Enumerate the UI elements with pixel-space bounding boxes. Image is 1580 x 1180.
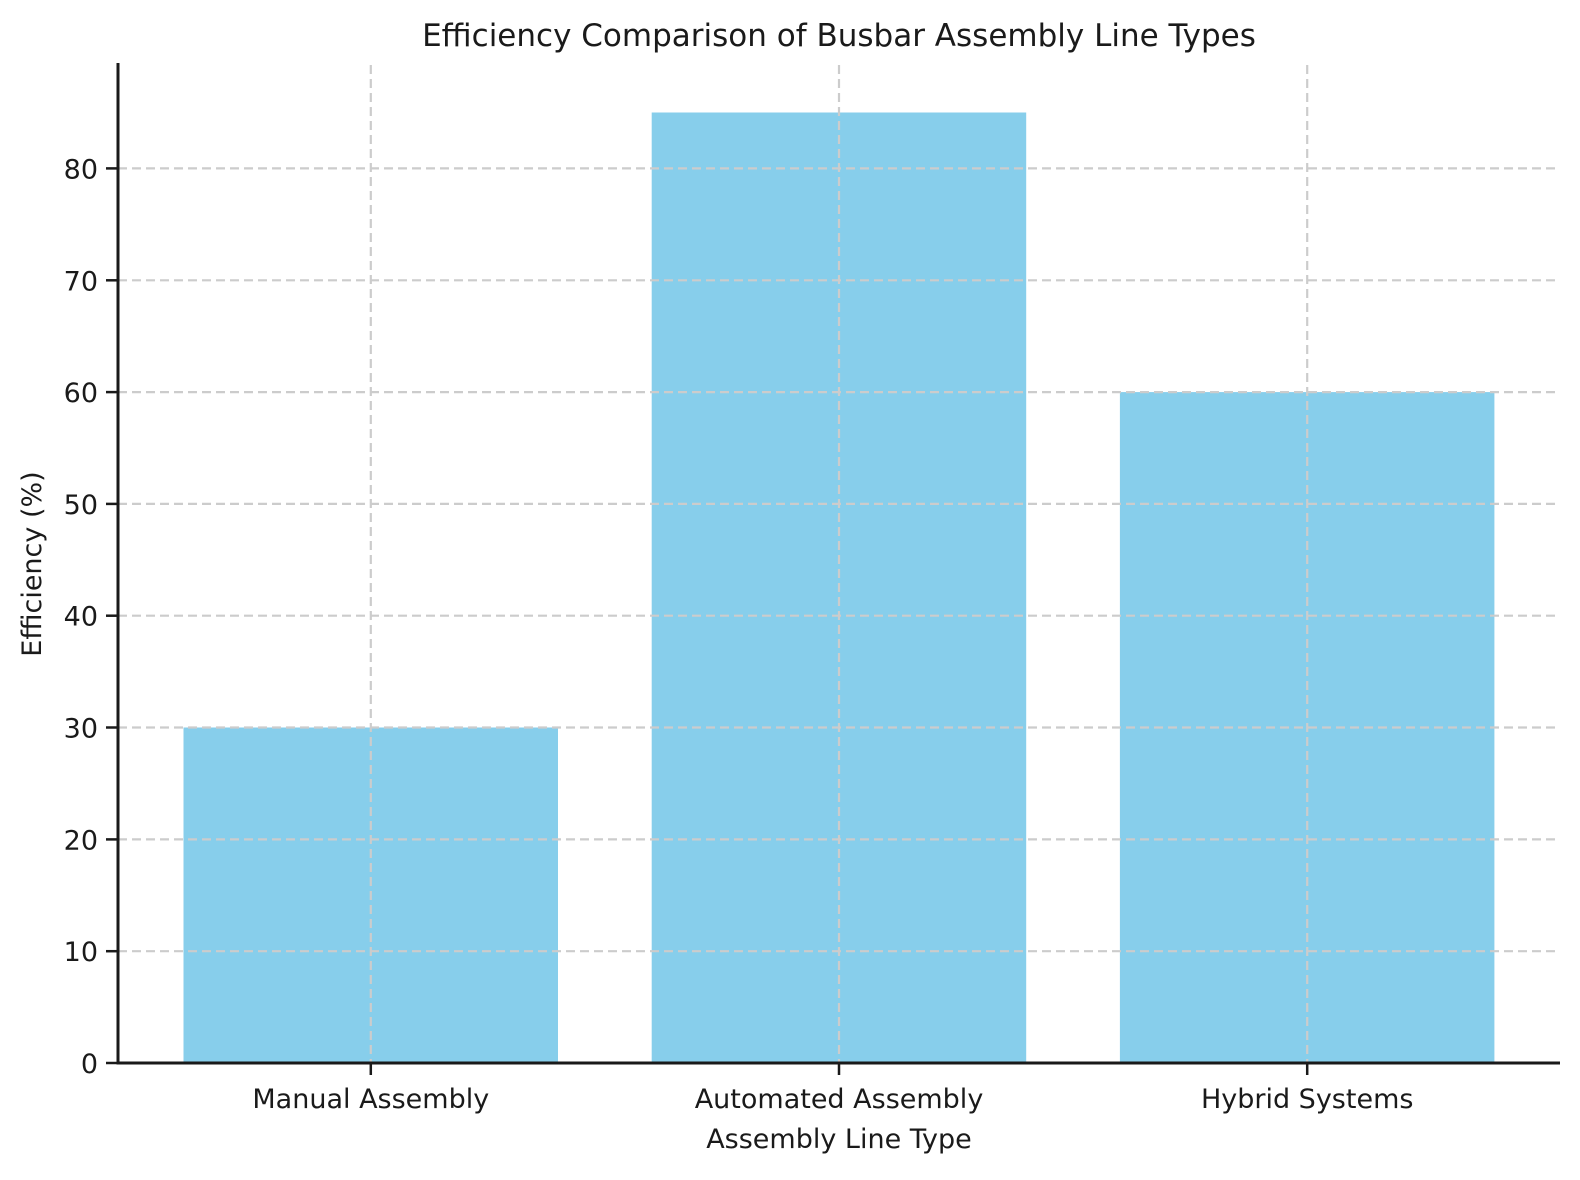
y-tick-label: 50 — [64, 490, 98, 521]
y-tick-label: 40 — [64, 602, 98, 633]
y-tick-label: 30 — [64, 714, 98, 745]
y-tick-label: 60 — [64, 378, 98, 409]
y-tick-label: 20 — [64, 825, 98, 856]
y-tick-label: 80 — [64, 154, 98, 185]
axes-layer — [106, 63, 1560, 1075]
y-tick-label: 70 — [64, 266, 98, 297]
x-tick-label: Automated Assembly — [695, 1084, 984, 1115]
grid-layer — [118, 65, 1560, 1065]
x-tick-label: Manual Assembly — [252, 1084, 489, 1115]
chart-title: Efficiency Comparison of Busbar Assembly… — [422, 18, 1256, 54]
tick-labels-layer: 0 10 20 30 40 50 60 70 80 Manual Assembly Automate… — [64, 154, 1414, 1115]
y-axis-label: Efficiency (%) — [17, 471, 48, 656]
x-axis-label: Assembly Line Type — [706, 1124, 972, 1155]
y-tick-label: 0 — [81, 1049, 98, 1080]
y-tick-label: 10 — [64, 937, 98, 968]
x-tick-label: Hybrid Systems — [1201, 1084, 1414, 1115]
